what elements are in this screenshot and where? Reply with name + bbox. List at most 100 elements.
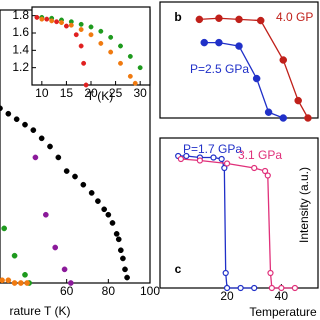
y-tick-label: 1.2 — [12, 60, 29, 74]
x-tick-label: 100 — [140, 284, 160, 298]
data-point — [115, 236, 122, 243]
data-point — [72, 173, 78, 180]
data-point — [78, 27, 84, 32]
x-tick-label: 80 — [102, 284, 116, 298]
y-axis-label: Intensity (a.u.) — [297, 167, 311, 243]
data-point — [261, 167, 269, 175]
data-point — [235, 42, 243, 50]
data-point — [127, 73, 133, 79]
data-point — [105, 211, 112, 218]
data-point — [196, 157, 204, 164]
data-point — [98, 28, 104, 34]
series-line — [180, 158, 295, 289]
data-point — [49, 18, 55, 24]
data-point — [11, 252, 18, 259]
data-point — [222, 269, 229, 277]
data-point — [1, 225, 8, 232]
data-point — [98, 40, 104, 46]
data-point — [63, 23, 69, 29]
data-point — [22, 271, 28, 278]
data-point — [73, 32, 79, 38]
series-label: 3.1 GPa — [238, 148, 282, 162]
data-point — [22, 121, 28, 128]
series-line — [204, 41, 284, 119]
plot-frame — [159, 1, 319, 119]
data-point — [210, 154, 217, 161]
data-point — [127, 53, 133, 59]
data-point — [279, 56, 288, 64]
series-line — [178, 155, 255, 289]
data-point — [59, 20, 64, 26]
data-point — [11, 280, 18, 286]
data-point — [83, 82, 89, 88]
data-point — [221, 164, 228, 172]
data-point — [137, 65, 143, 71]
data-point — [47, 143, 53, 150]
series-label: 4.0 GP — [276, 10, 313, 24]
data-point — [63, 168, 70, 174]
data-point — [251, 284, 258, 292]
data-point — [183, 152, 190, 160]
data-point — [252, 74, 261, 83]
x-tick-label: 30 — [133, 86, 147, 100]
x-tick-label: 10 — [35, 86, 49, 100]
data-point — [177, 155, 185, 163]
data-point — [113, 231, 120, 237]
data-point — [120, 255, 126, 262]
data-point — [108, 34, 114, 40]
series-label: P=1.7 GPa — [183, 142, 242, 156]
data-point — [268, 284, 275, 292]
data-point — [294, 96, 302, 105]
data-point — [267, 269, 274, 277]
data-point — [61, 266, 68, 273]
x-tick-label: 15 — [60, 86, 74, 100]
x-axis-label: T (K) — [87, 89, 113, 103]
data-point — [124, 274, 130, 281]
data-point — [200, 38, 209, 47]
data-point — [88, 24, 94, 30]
data-point — [218, 155, 225, 163]
data-point — [44, 16, 50, 22]
data-point — [223, 284, 231, 292]
data-point — [68, 22, 74, 28]
y-tick-label: 1.4 — [12, 43, 29, 57]
y-tick-label: 1.8 — [12, 8, 29, 22]
data-point — [122, 266, 128, 273]
data-point — [118, 43, 123, 49]
data-point — [237, 284, 244, 292]
data-point — [5, 110, 12, 117]
data-point — [17, 280, 24, 286]
data-point — [88, 32, 94, 38]
data-point — [78, 21, 84, 27]
data-point — [109, 220, 116, 226]
data-point — [291, 284, 299, 292]
data-point — [264, 172, 271, 179]
data-point — [54, 19, 60, 25]
data-point — [117, 247, 124, 254]
data-point — [80, 181, 87, 188]
data-point — [279, 114, 288, 122]
data-point — [88, 190, 95, 196]
data-point — [55, 154, 62, 161]
x-tick-label: 20 — [84, 86, 98, 100]
data-point — [278, 284, 285, 292]
data-point — [13, 116, 20, 123]
data-point — [223, 160, 231, 167]
data-point — [264, 108, 273, 116]
data-point — [215, 14, 223, 22]
data-point — [24, 280, 30, 286]
x-tick-label: 25 — [109, 86, 123, 100]
data-point — [39, 16, 45, 22]
data-point — [215, 38, 223, 47]
series-label: P=2.5 GPa — [190, 62, 249, 76]
data-point — [52, 244, 59, 251]
data-point — [304, 114, 312, 122]
data-point — [0, 105, 3, 112]
data-point — [30, 127, 37, 133]
data-point — [78, 43, 84, 49]
data-point — [132, 80, 138, 86]
data-point — [118, 60, 123, 66]
x-axis-label: Temperature — [249, 305, 317, 319]
data-point — [95, 198, 101, 204]
x-tick-label: 60 — [60, 284, 74, 298]
